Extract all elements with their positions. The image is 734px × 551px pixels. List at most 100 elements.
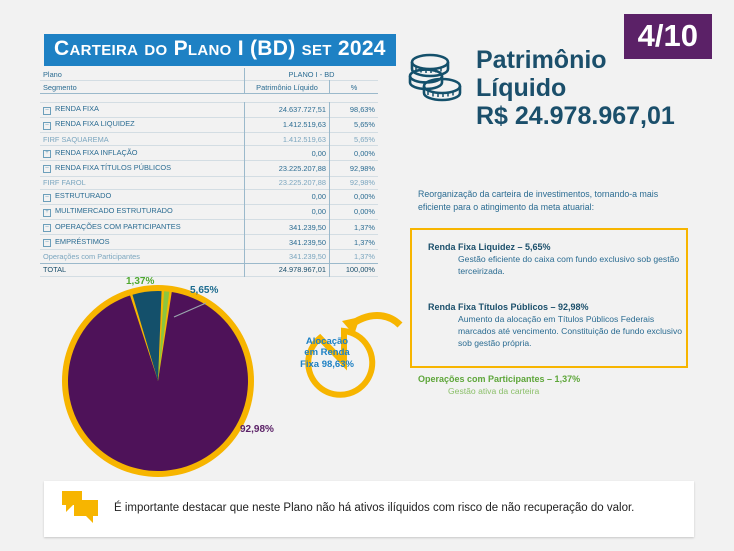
table-row: – RENDA FIXA 24.637.727,51 98,63% [40,102,378,118]
table-row: – OPERAÇÕES COM PARTICIPANTES 341.239,50 1,… [40,219,378,235]
pie-label-operacoes: 1,37% [126,276,155,287]
row-percent: 0,00% [329,145,378,161]
row-percent: 100,00% [329,262,378,277]
row-value: 23.225.207,88 [244,176,330,190]
row-segment-name: + RENDA FIXA INFLAÇÃO [40,146,245,161]
equity-headline: Patrimônio Líquido R$ 24.978.967,01 [404,46,675,130]
pie-slices [62,285,254,477]
row-percent: 1,37% [329,249,378,264]
row-percent: 98,63% [329,102,378,118]
row-value: 24.978.967,01 [244,262,330,277]
callout-arrow-head [342,317,360,335]
highlight-1-body: Gestão eficiente do caixa com fundo excl… [458,254,680,276]
collapse-icon[interactable]: – [43,224,51,233]
collapse-icon[interactable]: – [43,106,51,115]
row-percent: 1,37% [329,234,378,250]
row-percent: 5,65% [329,117,378,133]
table-header-top: Plano PLANO I - BD [40,68,378,81]
allocation-pie-chart [62,285,254,477]
coins-icon [404,46,466,113]
row-value: 23.225.207,88 [244,160,330,176]
table-row: TOTAL 24.978.967,01 100,00% [40,262,378,277]
row-value: 1.412.519,63 [244,117,330,133]
leader-line-liquidez [173,302,207,318]
header-patrimonio: Patrimônio Líquido [244,80,330,95]
row-value: 341.239,50 [244,249,330,264]
expand-icon[interactable]: + [43,208,51,217]
collapse-icon[interactable]: – [43,121,51,130]
table-body: Plano PLANO I - BD Segmento Patrimônio L… [40,68,378,277]
table-row: – RENDA FIXA TÍTULOS PÚBLICOS 23.225.207,8… [40,160,378,176]
callout-donut-icon [305,327,376,398]
allocation-callout-graphic [305,312,403,398]
row-percent: 0,00% [329,204,378,220]
row-segment-name: – OPERAÇÕES COM PARTICIPANTES [40,220,245,235]
row-segment-name: FIRF SAQUAREMA [43,134,109,144]
table-row: + MULTIMERCADO ESTRUTURADO 0,00 0,00% [40,204,378,220]
expand-icon[interactable]: + [43,150,51,159]
highlight-item-liquidez: Renda Fixa Liquidez – 5,65% Gestão efici… [428,242,690,278]
row-segment-name: – RENDA FIXA TÍTULOS PÚBLICOS [40,161,245,176]
pie-label-titulos: 92,98% [240,424,274,435]
collapse-icon[interactable]: – [43,165,51,174]
row-value: 0,00 [244,145,330,161]
speech-bubbles-icon [60,489,100,530]
table-header-sub: Segmento Patrimônio Líquido % [40,80,378,95]
row-percent: 0,00% [329,189,378,205]
row-value: 24.637.727,51 [244,102,330,118]
row-value: 1.412.519,63 [244,132,330,146]
header-plano: Plano [43,69,62,79]
pie-slice-titulos-publicos [68,292,248,471]
table-row: – EMPRÉSTIMOS 341.239,50 1,37% [40,234,378,250]
table-row: – RENDA FIXA LIQUIDEZ 1.412.519,63 5,65% [40,117,378,133]
row-value: 341.239,50 [244,234,330,250]
row-segment-name: FIRF FAROL [43,178,86,188]
alloc-line-3: Fixa 98,63% [300,358,354,370]
collapse-icon[interactable]: – [43,193,51,202]
footer-note: É importante destacar que neste Plano nã… [44,481,694,537]
highlight-2-title: Renda Fixa Títulos Públicos – 92,98% [428,302,589,312]
reorg-note: Reorganização da carteira de investiment… [418,189,659,212]
operations-body: Gestão ativa da carteira [448,386,540,396]
equity-label-line2: Líquido [476,74,567,102]
row-value: 0,00 [244,204,330,220]
pie-slice-liquidez [132,291,162,381]
allocation-callout-text: Alocação em Renda Fixa 98,63% [290,336,364,370]
row-value: 0,00 [244,189,330,205]
row-segment-name: – ESTRUTURADO [40,189,245,204]
highlight-2-body: Aumento da alocação em Títulos Públicos … [458,314,683,348]
header-percent: % [329,80,378,95]
operations-note: Operações com Participantes – 1,37% Gest… [418,374,698,396]
pie-slice-operacoes [158,291,170,381]
row-value: 341.239,50 [244,219,330,235]
portfolio-table: Plano PLANO I - BD Segmento Patrimônio L… [40,68,378,277]
page-title: Carteira do Plano I (BD) set 2024 [44,34,396,66]
highlight-box: Renda Fixa Liquidez – 5,65% Gestão efici… [410,228,688,368]
row-segment-name: Operações com Participantes [43,252,140,262]
row-segment-name: + MULTIMERCADO ESTRUTURADO [40,204,245,219]
row-percent: 5,65% [329,132,378,146]
alloc-line-1: Alocação [305,336,349,347]
header-plano-bd: PLANO I - BD [244,68,378,81]
row-segment-name: – RENDA FIXA LIQUIDEZ [40,117,245,132]
table-row: + RENDA FIXA INFLAÇÃO 0,00 0,00% [40,145,378,161]
equity-amount: R$ 24.978.967,01 [476,102,675,130]
alloc-line-2: em Renda [304,347,350,359]
pie-label-liquidez: 5,65% [190,285,219,296]
row-percent: 92,98% [329,176,378,190]
operations-title: Operações com Participantes – 1,37% [418,374,581,384]
collapse-icon[interactable]: – [43,239,51,248]
highlight-item-titulos: Renda Fixa Títulos Públicos – 92,98% Aum… [428,302,690,350]
page-number-badge: 4/10 [623,14,712,59]
row-segment-name: TOTAL [40,262,245,277]
row-segment-name: – RENDA FIXA [40,102,245,117]
table-row: FIRF FAROL 23.225.207,88 92,98% [40,176,378,190]
table-row: – ESTRUTURADO 0,00 0,00% [40,189,378,205]
header-segmento: Segmento [40,80,245,95]
table-row: Operações com Participantes 341.239,50 1,3… [40,249,378,264]
row-percent: 92,98% [329,160,378,176]
row-percent: 1,37% [329,219,378,235]
row-segment-name: – EMPRÉSTIMOS [40,235,245,250]
footer-text: É importante destacar que neste Plano nã… [114,502,635,515]
